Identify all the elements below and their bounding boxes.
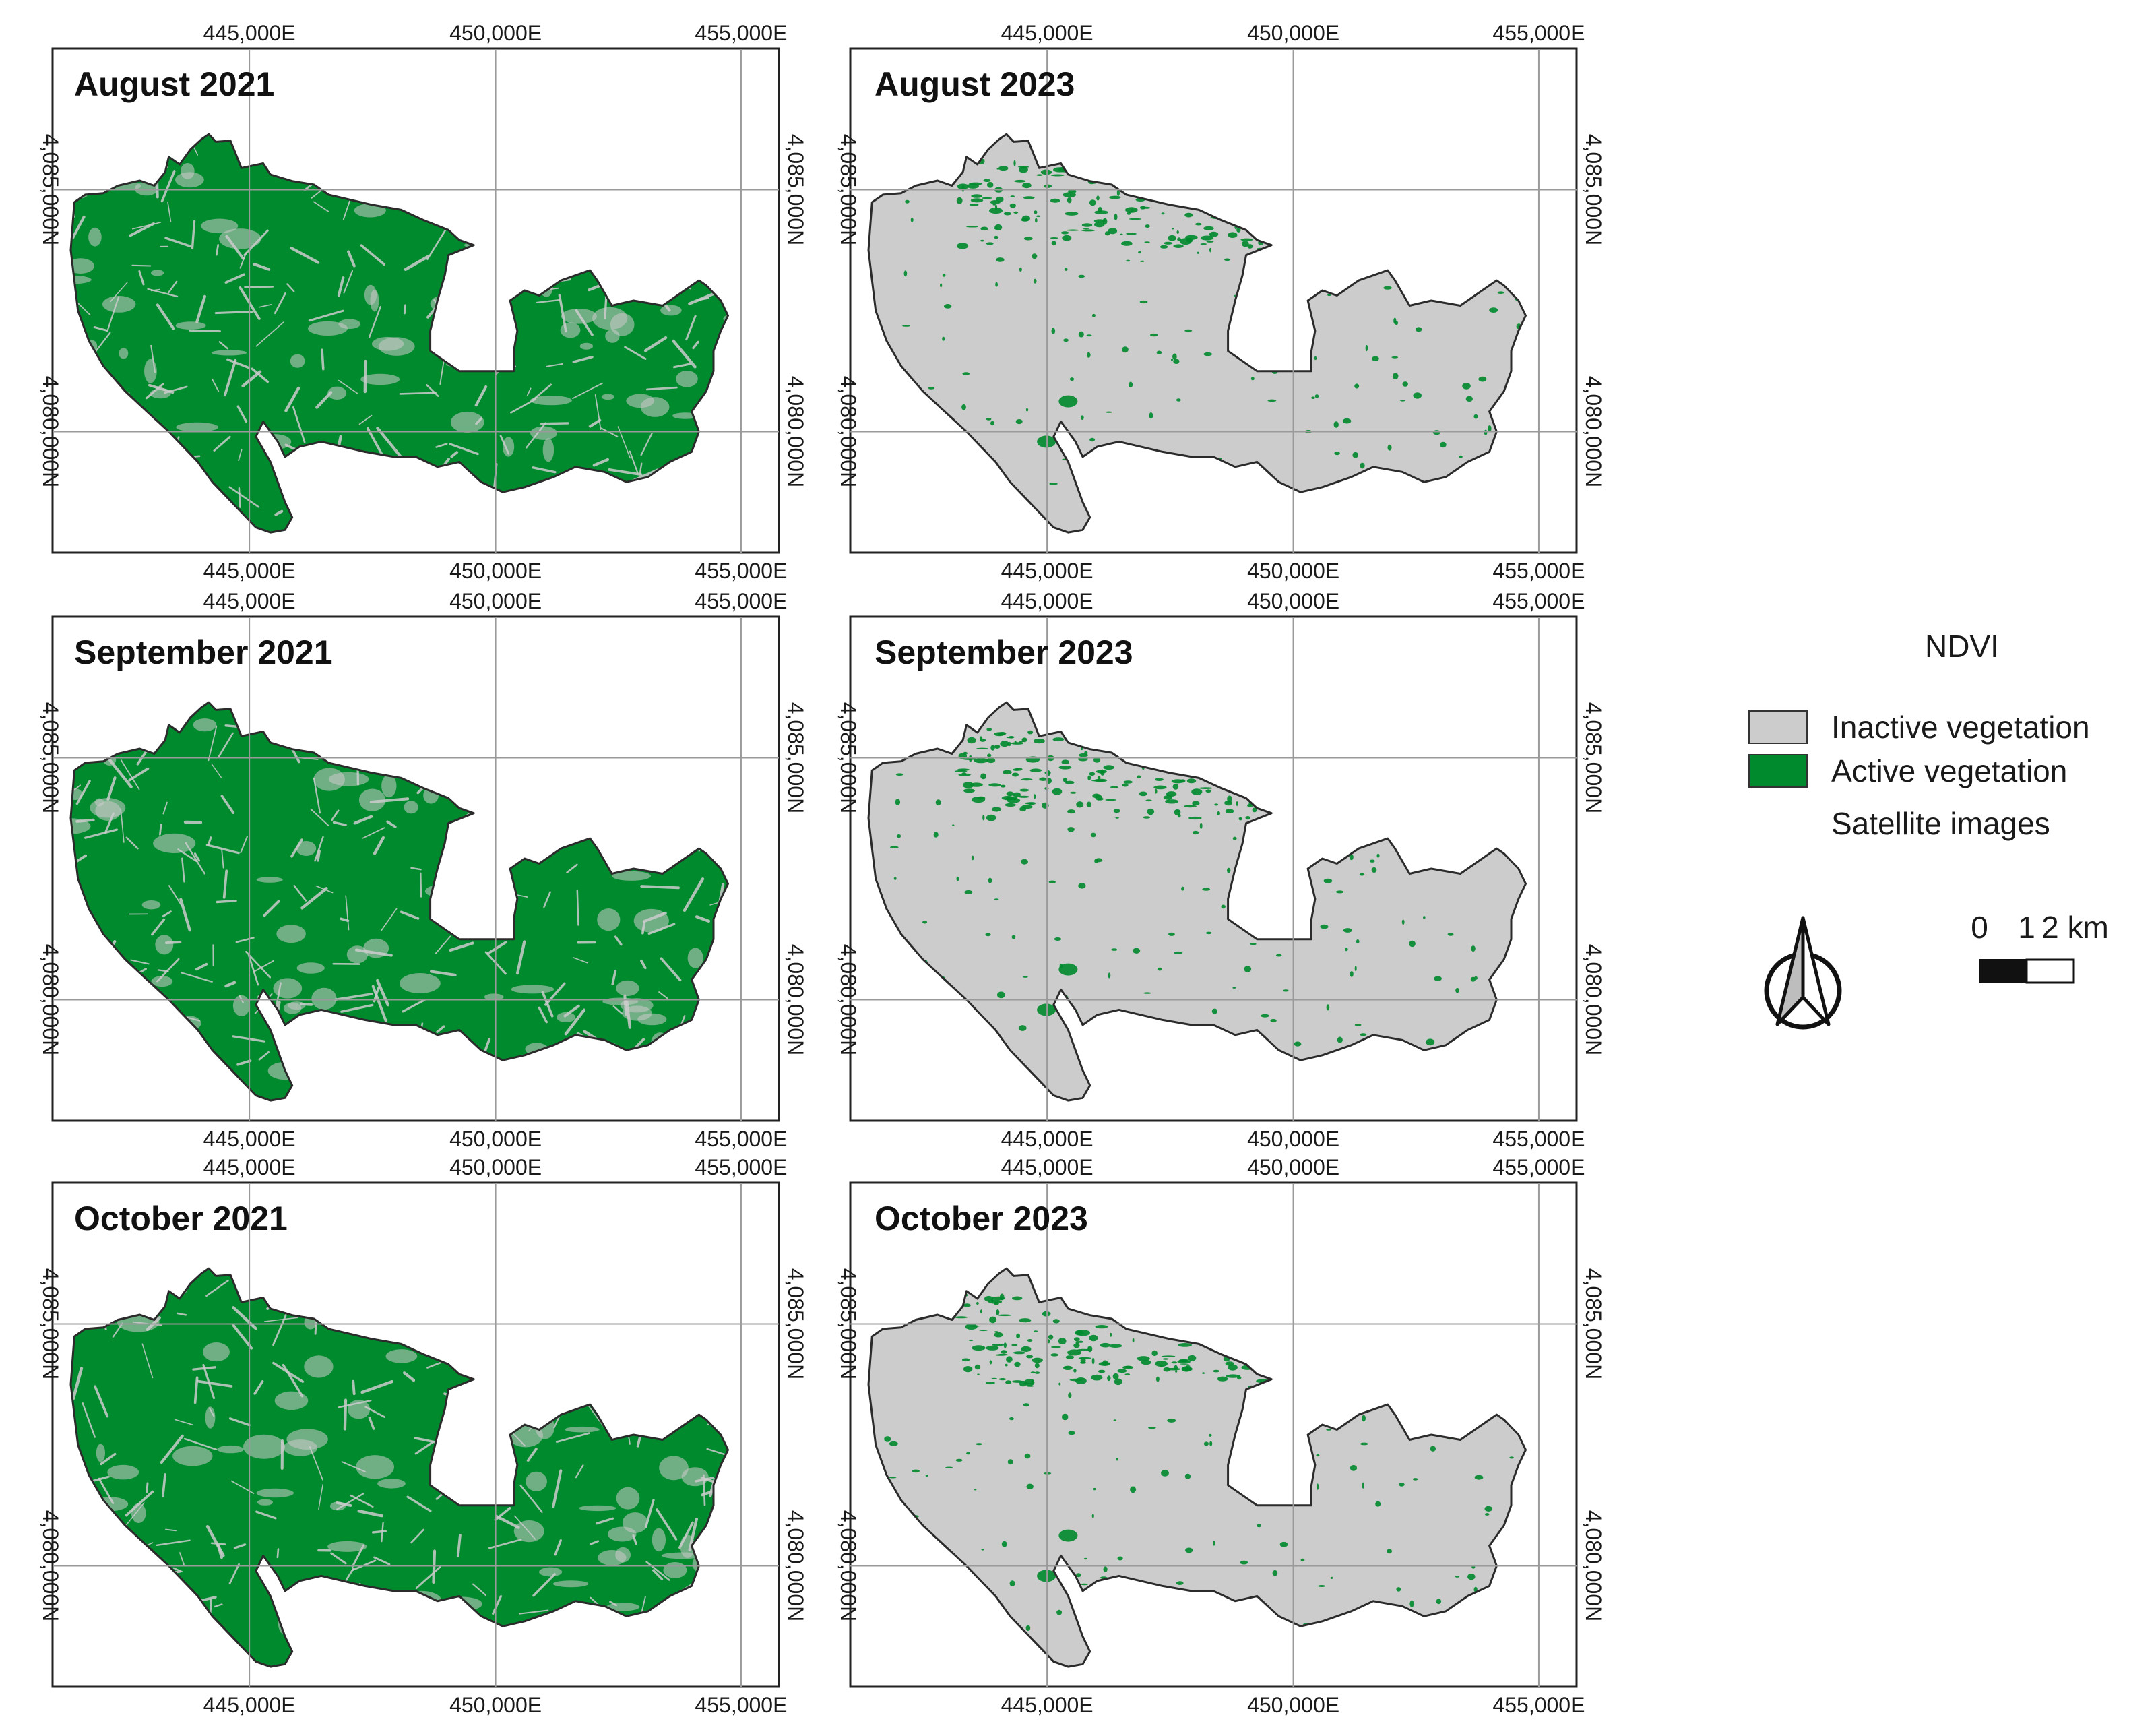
study-area-outline [867,1267,1527,1668]
y-tick-label: 4,080,000N [1581,376,1606,487]
legend-swatch [1748,754,1808,788]
study-area-fill [868,134,1526,533]
x-tick-label: 445,000E [1001,589,1093,613]
y-tick-label: 4,080,000N [38,376,63,487]
legend-label: Inactive vegetation [1831,710,2090,745]
x-tick-label: 450,000E [1247,21,1339,45]
x-tick-label: 455,000E [695,21,787,45]
study-area-outline [867,133,1527,534]
scale-label: 0 [1971,910,1988,945]
x-tick-label: 450,000E [449,1127,542,1151]
y-tick-label: 4,080,000N [1581,1510,1606,1621]
x-tick-label: 455,000E [695,1127,787,1151]
panel-title: September 2023 [875,633,1133,671]
scale-segment [2025,958,2075,984]
y-tick-label: 4,080,000N [784,1510,808,1621]
legend-title: NDVI [1925,629,1999,664]
y-tick-label: 4,080,000N [38,1510,63,1621]
panel-title: September 2021 [74,633,333,671]
y-tick-label: 4,085,000N [38,134,63,245]
north-arrow-icon [1764,916,1842,1030]
x-tick-label: 455,000E [1492,559,1585,583]
x-tick-label: 450,000E [449,21,542,45]
x-tick-label: 445,000E [1001,1155,1093,1179]
legend-label: Satellite images [1831,806,2050,841]
study-area-fill [71,1268,728,1667]
y-tick-label: 4,085,000N [836,702,860,813]
map-panel: 445,000E 445,000E 450,000E 450,000E 455,000E… [836,1155,1606,1717]
y-tick-label: 4,080,000N [38,944,63,1055]
x-tick-label: 445,000E [203,589,296,613]
y-tick-label: 4,085,000N [784,134,808,245]
x-tick-label: 445,000E [1001,1693,1093,1717]
x-tick-label: 445,000E [1001,1127,1093,1151]
x-tick-label: 445,000E [203,1155,296,1179]
legend-label: Active vegetation [1831,753,2067,788]
study-area-outline [69,133,729,534]
x-tick-label: 455,000E [1492,1155,1585,1179]
x-tick-label: 450,000E [1247,589,1339,613]
map-panels: 445,000E 445,000E 450,000E 450,000E 455,000E… [38,21,1606,1717]
study-area-outline [69,701,729,1102]
map-panel: 445,000E 445,000E 450,000E 450,000E 455,000E… [836,21,1606,583]
x-tick-label: 455,000E [695,559,787,583]
study-area-fill [868,1268,1526,1667]
y-tick-label: 4,080,000N [1581,944,1606,1055]
study-area-outline [867,701,1527,1102]
y-tick-label: 4,085,000N [38,1268,63,1380]
panel-title: August 2023 [875,65,1075,103]
y-tick-label: 4,085,000N [836,1268,860,1380]
study-area-fill [868,702,1526,1101]
x-tick-label: 455,000E [1492,21,1585,45]
study-area-outline [69,1267,729,1668]
x-tick-label: 455,000E [1492,589,1585,613]
panel-title: October 2023 [875,1200,1088,1237]
x-tick-label: 445,000E [203,1693,296,1717]
legend-swatch [1748,710,1808,744]
x-tick-label: 455,000E [1492,1127,1585,1151]
map-panel: 445,000E 445,000E 450,000E 450,000E 455,000E… [38,589,808,1151]
x-tick-label: 450,000E [449,589,542,613]
y-tick-label: 4,085,000N [38,702,63,813]
scale-segment [1979,959,2027,983]
legend: NDVI Inactive vegetation Active vegetation… [1748,629,2090,841]
y-tick-label: 4,080,000N [784,944,808,1055]
x-tick-label: 445,000E [203,21,296,45]
x-tick-label: 445,000E [203,1127,296,1151]
map-panel: 445,000E 445,000E 450,000E 450,000E 455,000E… [836,589,1606,1151]
x-tick-label: 450,000E [1247,559,1339,583]
x-tick-label: 450,000E [449,1155,542,1179]
x-tick-label: 455,000E [1492,1693,1585,1717]
x-tick-label: 450,000E [1247,1155,1339,1179]
x-tick-label: 450,000E [449,559,542,583]
scale-label: 2 km [2041,910,2109,945]
y-tick-label: 4,080,000N [836,376,860,487]
x-tick-label: 445,000E [203,559,296,583]
x-tick-label: 455,000E [695,589,787,613]
panel-title: August 2021 [74,65,274,103]
y-tick-label: 4,085,000N [836,134,860,245]
x-tick-label: 445,000E [1001,21,1093,45]
y-tick-label: 4,085,000N [784,1268,808,1380]
panel-title: October 2021 [74,1200,288,1237]
y-tick-label: 4,080,000N [836,1510,860,1621]
x-tick-label: 455,000E [695,1155,787,1179]
x-tick-label: 450,000E [449,1693,542,1717]
y-tick-label: 4,080,000N [836,944,860,1055]
y-tick-label: 4,085,000N [784,702,808,813]
y-tick-label: 4,085,000N [1581,1268,1606,1380]
y-tick-label: 4,085,000N [1581,702,1606,813]
y-tick-label: 4,085,000N [1581,134,1606,245]
x-tick-label: 455,000E [695,1693,787,1717]
x-tick-label: 450,000E [1247,1127,1339,1151]
y-tick-label: 4,080,000N [784,376,808,487]
map-panel: 445,000E 445,000E 450,000E 450,000E 455,000E… [38,21,808,583]
x-tick-label: 445,000E [1001,559,1093,583]
x-tick-label: 450,000E [1247,1693,1339,1717]
scale-label: 1 [2018,910,2035,945]
map-panel: 445,000E 445,000E 450,000E 450,000E 455,000E… [38,1155,808,1717]
